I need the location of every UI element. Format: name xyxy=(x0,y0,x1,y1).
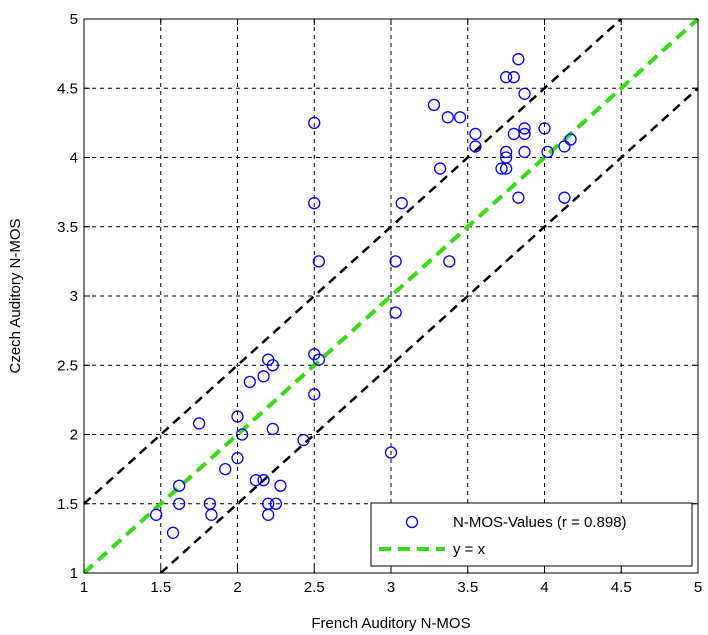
data-point xyxy=(538,122,551,135)
data-point xyxy=(297,433,310,447)
data-point xyxy=(395,197,408,210)
data-point xyxy=(518,127,531,141)
x-tick-label: 5 xyxy=(694,579,702,596)
data-point xyxy=(558,140,571,153)
data-point xyxy=(564,133,577,146)
data-point xyxy=(205,508,218,521)
legend-box xyxy=(370,502,693,567)
legend-label: N-MOS-Values (r = 0.898) xyxy=(453,514,627,531)
data-point xyxy=(453,111,467,124)
data-point xyxy=(518,87,531,100)
x-tick-label: 1 xyxy=(80,579,88,596)
y-tick-label: 1 xyxy=(70,565,78,582)
x-tick-label: 3.5 xyxy=(457,579,478,596)
legend-label: y = x xyxy=(453,541,486,558)
data-point xyxy=(518,122,531,135)
data-point xyxy=(507,71,520,84)
y-tick-label: 2.5 xyxy=(57,357,78,374)
data-point xyxy=(192,417,206,430)
data-point xyxy=(274,479,287,492)
data-point xyxy=(257,370,270,383)
data-point xyxy=(257,474,270,487)
data-point xyxy=(249,474,263,487)
y-tick-label: 4.5 xyxy=(57,80,78,97)
data-point xyxy=(389,306,402,319)
data-point xyxy=(231,410,244,423)
data-point xyxy=(499,71,513,84)
data-point xyxy=(173,497,186,510)
data-point xyxy=(219,462,232,476)
data-point xyxy=(166,526,180,539)
data-point xyxy=(427,98,441,112)
data-point xyxy=(499,145,513,159)
y-tick-label: 1.5 xyxy=(57,496,78,513)
x-tick-label: 2.5 xyxy=(304,579,325,596)
x-tick-label: 4 xyxy=(540,579,548,596)
data-point xyxy=(441,111,454,124)
x-tick-label: 3 xyxy=(387,579,395,596)
legend-marker-scatter xyxy=(405,515,419,529)
data-point xyxy=(495,162,508,175)
data-point xyxy=(173,479,186,492)
data-point xyxy=(433,162,447,175)
y-axis-label: Czech Auditory N-MOS xyxy=(7,218,24,373)
x-tick-label: 1.5 xyxy=(150,579,171,596)
reference-line-y-equals-x xyxy=(82,17,700,575)
data-point xyxy=(499,162,513,175)
y-tick-label: 4 xyxy=(70,150,78,167)
data-point xyxy=(469,127,482,141)
x-tick-label: 2 xyxy=(233,579,241,596)
y-tick-label: 5 xyxy=(70,11,78,28)
x-tick-label: 4.5 xyxy=(611,579,632,596)
data-point xyxy=(512,53,525,66)
y-tick-label: 3.5 xyxy=(57,219,78,236)
data-point xyxy=(518,145,531,159)
data-point xyxy=(262,508,275,521)
data-point xyxy=(231,451,244,465)
data-point xyxy=(308,116,321,130)
data-point xyxy=(266,422,279,436)
bound-line xyxy=(83,18,623,505)
x-axis-label: French Auditory N-MOS xyxy=(311,615,470,632)
data-point xyxy=(149,508,163,521)
bound-line xyxy=(159,87,699,574)
axes-frame xyxy=(83,18,699,574)
data-point xyxy=(312,353,326,366)
data-point xyxy=(389,255,402,268)
data-point xyxy=(308,197,321,210)
data-point xyxy=(469,140,482,153)
data-point xyxy=(558,191,571,204)
data-point xyxy=(312,255,326,268)
data-point xyxy=(235,428,249,441)
data-point xyxy=(443,255,456,268)
data-point xyxy=(269,497,283,510)
y-tick-label: 3 xyxy=(70,288,78,305)
data-point xyxy=(308,388,321,401)
data-point xyxy=(541,145,554,159)
data-point xyxy=(384,446,398,459)
data-point xyxy=(243,375,256,389)
plot-area: 1 1.5 2 2.5 3 3.5 4 4.5 511.522.533.544.55N-MOS-… xyxy=(57,11,702,596)
y-tick-label: 2 xyxy=(70,427,78,444)
data-point xyxy=(512,191,525,204)
data-point xyxy=(266,359,279,372)
legend: N-MOS-Values (r = 0.898) y = x xyxy=(370,502,693,567)
